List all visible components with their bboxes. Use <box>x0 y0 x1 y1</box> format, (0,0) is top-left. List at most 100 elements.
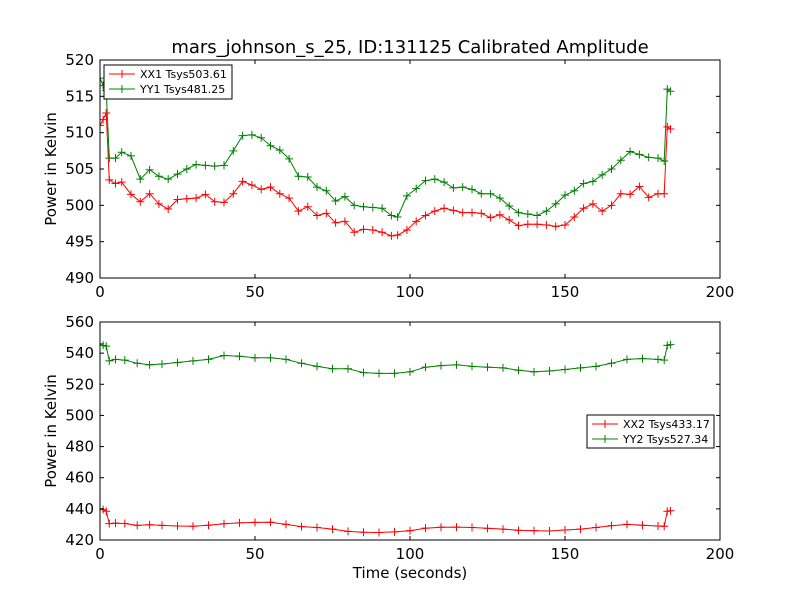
data-point <box>359 528 368 537</box>
data-point <box>247 130 256 139</box>
data-point <box>105 356 114 365</box>
data-point <box>100 74 104 83</box>
data-point <box>458 183 467 192</box>
data-point <box>375 528 383 537</box>
data-point <box>111 355 120 364</box>
data-point <box>266 353 275 362</box>
data-point <box>505 202 514 211</box>
series-markers-1-1 <box>100 109 675 240</box>
data-point <box>229 146 238 155</box>
data-point <box>158 521 166 530</box>
legend-entry: YY2 Tsys527.34 <box>622 433 708 446</box>
data-point <box>623 355 631 364</box>
data-point <box>440 204 449 213</box>
data-point <box>182 194 191 203</box>
data-point <box>173 521 182 530</box>
data-point <box>359 225 368 234</box>
data-point <box>542 220 551 229</box>
data-point <box>458 208 467 217</box>
data-point <box>229 189 238 198</box>
data-point <box>368 203 377 212</box>
data-point <box>421 363 430 372</box>
data-point <box>173 195 182 204</box>
data-point <box>523 220 532 229</box>
data-point <box>192 160 201 169</box>
data-point <box>412 217 421 226</box>
legend-marker <box>118 70 126 78</box>
data-point <box>654 154 662 163</box>
x-tick-label: 200 <box>706 545 735 563</box>
y-tick-label: 490 <box>65 269 94 287</box>
chart-title: mars_johnson_s_25, ID:131125 Calibrated … <box>171 37 648 58</box>
data-point <box>402 226 411 235</box>
top-axis-ticks: 0 50 100 150 200 490 495 500 505 510 515 520 <box>65 51 734 301</box>
data-point <box>189 356 197 365</box>
data-point <box>189 522 197 531</box>
data-point <box>449 183 458 192</box>
data-point <box>588 199 597 208</box>
data-point <box>220 161 228 170</box>
data-point <box>576 363 585 372</box>
data-point <box>164 175 173 184</box>
data-point <box>523 210 532 219</box>
data-point <box>294 172 303 181</box>
data-point <box>440 178 449 187</box>
data-point <box>378 228 387 237</box>
data-point <box>666 506 675 515</box>
data-point <box>136 175 145 184</box>
data-point <box>238 131 247 140</box>
data-point <box>313 211 321 220</box>
data-point <box>660 356 669 365</box>
data-point <box>210 197 219 206</box>
y-tick-label: 500 <box>65 196 94 214</box>
data-point <box>328 364 337 373</box>
y-tick-label: 560 <box>65 313 94 331</box>
data-point <box>111 179 120 188</box>
data-point <box>545 367 554 376</box>
data-point <box>561 191 569 200</box>
y-tick-label: 520 <box>65 51 94 69</box>
data-point <box>344 364 352 373</box>
data-point <box>495 194 504 203</box>
x-tick-label: 0 <box>95 545 105 563</box>
data-point <box>598 170 607 179</box>
data-point <box>505 215 514 224</box>
data-point <box>551 222 560 231</box>
data-point <box>623 520 631 529</box>
data-point <box>127 190 135 199</box>
data-point <box>387 211 396 220</box>
data-point <box>561 526 569 535</box>
data-point <box>638 521 647 530</box>
data-point <box>145 189 154 198</box>
data-point <box>328 525 337 534</box>
data-point <box>266 518 275 527</box>
data-point <box>616 156 625 165</box>
data-point <box>331 218 340 227</box>
data-point <box>145 520 154 529</box>
data-point <box>477 189 486 198</box>
legend-entry: YY1 Tsys481.25 <box>139 83 225 96</box>
y-tick-label: 420 <box>65 531 94 549</box>
data-point <box>120 356 129 365</box>
data-point <box>350 201 359 210</box>
data-point <box>570 186 579 195</box>
data-point <box>393 231 402 240</box>
y-tick-label: 540 <box>65 344 94 362</box>
data-point <box>331 196 340 205</box>
data-point <box>182 165 191 173</box>
data-point <box>201 190 210 199</box>
data-point <box>592 523 600 532</box>
data-point <box>607 521 616 530</box>
y-tick-label: 480 <box>65 438 94 456</box>
data-point <box>275 146 284 155</box>
data-point <box>644 193 653 202</box>
data-point <box>452 360 461 369</box>
data-point <box>102 507 111 516</box>
data-point <box>220 519 228 528</box>
data-point <box>542 207 551 216</box>
data-point <box>579 179 588 188</box>
data-point <box>588 177 597 186</box>
data-point <box>412 184 421 193</box>
data-point <box>204 355 213 364</box>
data-point <box>100 121 104 130</box>
